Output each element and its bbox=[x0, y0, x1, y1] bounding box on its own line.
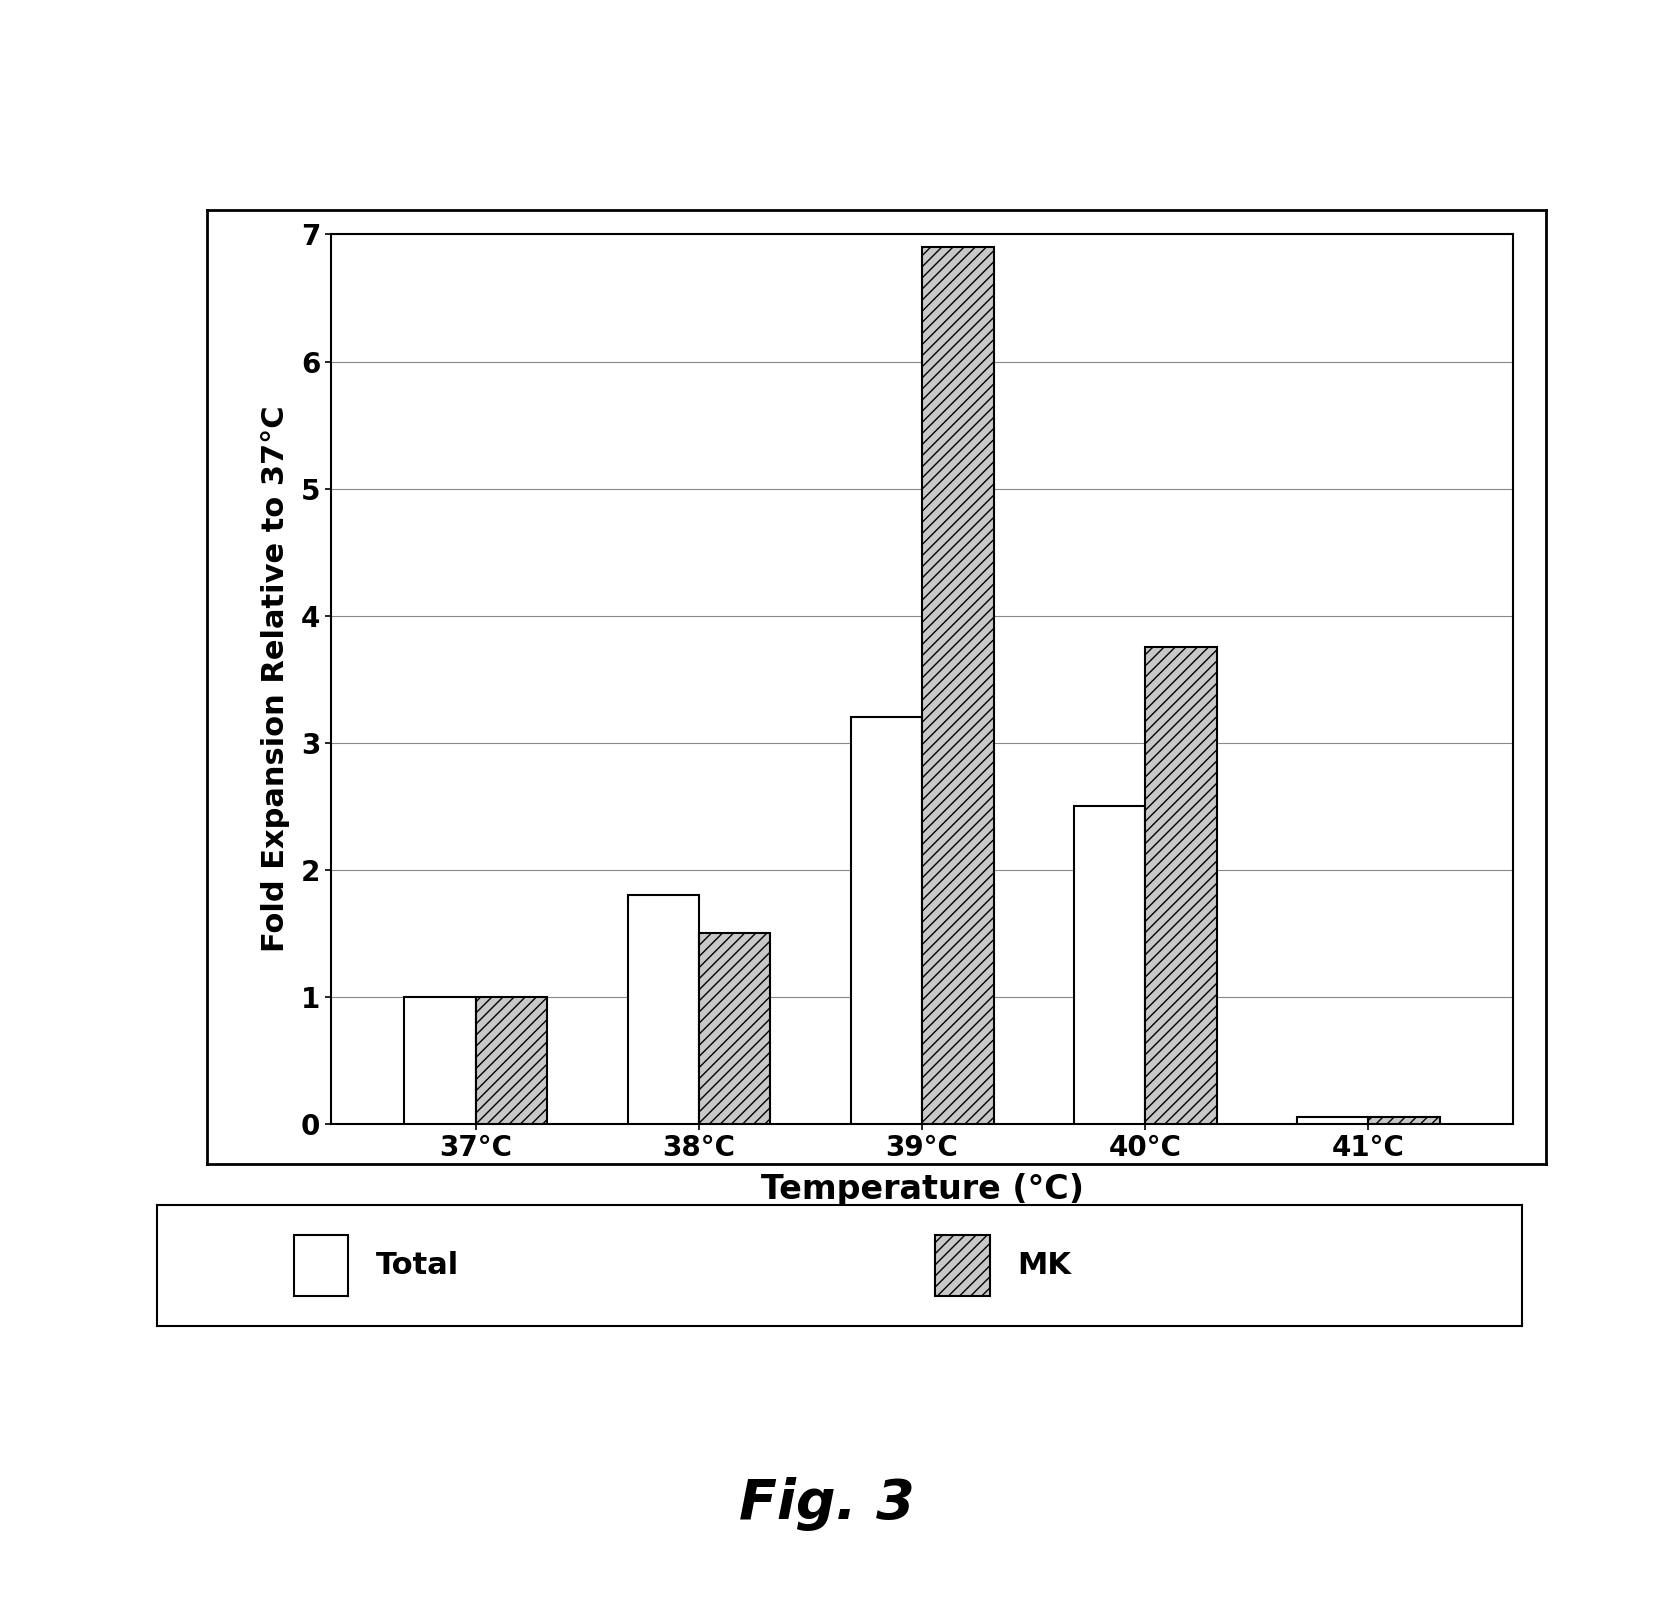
Bar bbox=[935, 1235, 989, 1295]
Bar bbox=[627, 896, 700, 1124]
Bar bbox=[294, 1235, 347, 1295]
X-axis label: Temperature (°C): Temperature (°C) bbox=[761, 1174, 1083, 1206]
Bar bbox=[923, 247, 994, 1124]
Bar bbox=[850, 718, 923, 1124]
Bar bbox=[700, 933, 771, 1124]
Bar bbox=[1368, 1117, 1439, 1124]
Bar bbox=[1073, 807, 1145, 1124]
Y-axis label: Fold Expansion Relative to 37°C: Fold Expansion Relative to 37°C bbox=[261, 406, 289, 952]
Text: MK: MK bbox=[1017, 1252, 1070, 1279]
Bar bbox=[476, 996, 547, 1124]
Bar bbox=[405, 996, 476, 1124]
Bar bbox=[1297, 1117, 1368, 1124]
Text: Total: Total bbox=[375, 1252, 458, 1279]
Text: Fig. 3: Fig. 3 bbox=[739, 1476, 915, 1531]
Bar bbox=[1145, 647, 1217, 1124]
